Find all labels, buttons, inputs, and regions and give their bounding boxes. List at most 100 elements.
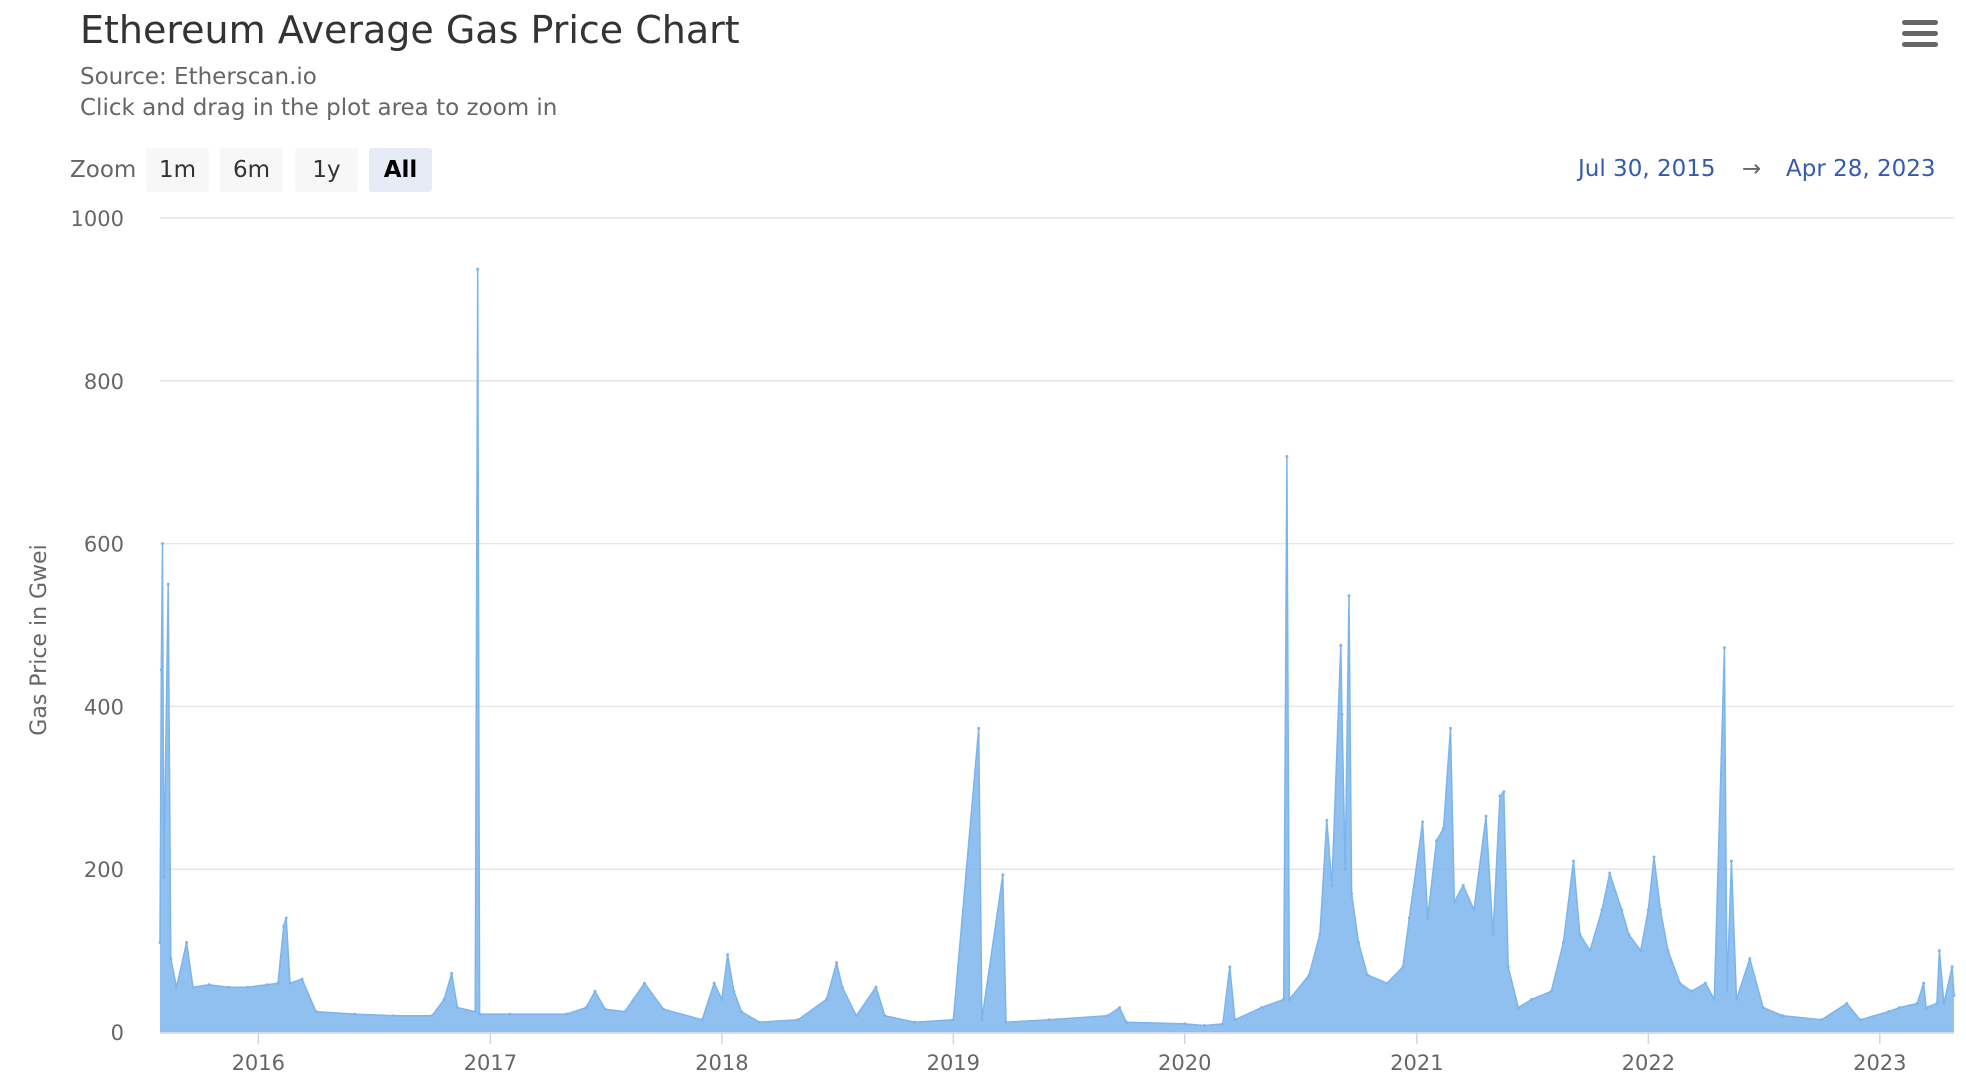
series-line[interactable] bbox=[159, 269, 1955, 1027]
data-point[interactable] bbox=[1325, 818, 1329, 822]
data-point[interactable] bbox=[1722, 646, 1726, 650]
data-point[interactable] bbox=[1260, 1006, 1263, 1010]
zoom-all-button[interactable]: All bbox=[369, 148, 432, 192]
data-point[interactable] bbox=[166, 582, 170, 586]
data-point[interactable] bbox=[1350, 892, 1354, 896]
data-point[interactable] bbox=[508, 1012, 512, 1016]
data-point[interactable] bbox=[796, 1018, 800, 1022]
data-point[interactable] bbox=[1549, 989, 1553, 993]
data-point[interactable] bbox=[757, 1020, 761, 1024]
data-point[interactable] bbox=[1845, 1002, 1849, 1005]
data-point[interactable] bbox=[1725, 989, 1729, 993]
data-point[interactable] bbox=[161, 542, 164, 546]
data-point[interactable] bbox=[1452, 900, 1456, 904]
data-point[interactable] bbox=[1307, 973, 1311, 977]
gas-price-series[interactable] bbox=[158, 267, 1956, 1032]
data-point[interactable] bbox=[662, 1007, 665, 1011]
data-point[interactable] bbox=[1735, 997, 1738, 1001]
data-point[interactable] bbox=[1233, 1018, 1237, 1022]
data-point[interactable] bbox=[1820, 1018, 1823, 1022]
data-point[interactable] bbox=[1703, 981, 1707, 985]
data-point[interactable] bbox=[840, 985, 844, 989]
data-point[interactable] bbox=[1282, 997, 1286, 1001]
data-point[interactable] bbox=[1887, 1010, 1891, 1014]
data-point[interactable] bbox=[720, 997, 724, 1001]
data-point[interactable] bbox=[854, 1014, 858, 1018]
data-point[interactable] bbox=[1183, 1022, 1187, 1026]
data-point[interactable] bbox=[1365, 973, 1369, 977]
data-point[interactable] bbox=[1472, 908, 1476, 912]
data-point[interactable] bbox=[288, 981, 292, 985]
zoom-1y-button[interactable]: 1y bbox=[295, 148, 358, 192]
data-point[interactable] bbox=[1572, 859, 1575, 863]
data-point[interactable] bbox=[1124, 1020, 1128, 1024]
data-point[interactable] bbox=[1484, 814, 1488, 818]
data-point[interactable] bbox=[207, 983, 211, 987]
data-point[interactable] bbox=[1435, 839, 1438, 843]
data-point[interactable] bbox=[162, 875, 166, 879]
data-point[interactable] bbox=[1442, 827, 1445, 830]
data-point[interactable] bbox=[1202, 1024, 1206, 1027]
data-point[interactable] bbox=[1530, 997, 1534, 1001]
data-point[interactable] bbox=[726, 953, 730, 957]
data-point[interactable] bbox=[977, 726, 981, 730]
data-point[interactable] bbox=[227, 985, 230, 989]
data-point[interactable] bbox=[1950, 965, 1954, 969]
data-point[interactable] bbox=[1449, 726, 1452, 730]
data-point[interactable] bbox=[1712, 997, 1716, 1001]
data-point[interactable] bbox=[1600, 908, 1604, 912]
hamburger-menu-icon[interactable] bbox=[1902, 20, 1938, 54]
data-point[interactable] bbox=[1924, 1006, 1928, 1010]
data-point[interactable] bbox=[1221, 1022, 1225, 1026]
data-point[interactable] bbox=[1105, 1014, 1109, 1018]
data-point[interactable] bbox=[1491, 932, 1495, 936]
zoom-1m-button[interactable]: 1m bbox=[146, 148, 209, 192]
data-point[interactable] bbox=[159, 668, 163, 672]
data-point[interactable] bbox=[300, 977, 304, 981]
data-point[interactable] bbox=[1330, 884, 1334, 887]
data-point[interactable] bbox=[1652, 855, 1656, 859]
data-point[interactable] bbox=[1287, 997, 1291, 1001]
data-point[interactable] bbox=[442, 997, 446, 1001]
data-point[interactable] bbox=[430, 1014, 434, 1018]
data-point[interactable] bbox=[1898, 1006, 1901, 1010]
data-point[interactable] bbox=[158, 941, 162, 944]
data-point[interactable] bbox=[1922, 981, 1926, 985]
data-point[interactable] bbox=[473, 1010, 477, 1014]
data-point[interactable] bbox=[1498, 794, 1502, 798]
data-point[interactable] bbox=[1646, 908, 1650, 912]
data-point[interactable] bbox=[1588, 949, 1592, 953]
data-point[interactable] bbox=[478, 1012, 482, 1016]
data-point[interactable] bbox=[314, 1010, 318, 1014]
data-point[interactable] bbox=[1285, 455, 1289, 458]
data-point[interactable] bbox=[1578, 932, 1582, 936]
data-point[interactable] bbox=[593, 989, 597, 993]
data-point[interactable] bbox=[1627, 932, 1631, 936]
data-point[interactable] bbox=[246, 985, 249, 989]
data-point[interactable] bbox=[980, 1018, 984, 1022]
data-point[interactable] bbox=[700, 1018, 704, 1022]
data-point[interactable] bbox=[1461, 884, 1465, 887]
data-point[interactable] bbox=[1426, 916, 1430, 920]
data-point[interactable] bbox=[1608, 871, 1612, 875]
data-point[interactable] bbox=[1639, 949, 1643, 953]
data-point[interactable] bbox=[1357, 941, 1360, 944]
data-point[interactable] bbox=[185, 941, 189, 944]
data-point[interactable] bbox=[1407, 916, 1411, 920]
data-point[interactable] bbox=[584, 1006, 588, 1010]
data-point[interactable] bbox=[712, 981, 716, 985]
data-point[interactable] bbox=[1858, 1018, 1862, 1022]
data-point[interactable] bbox=[1343, 867, 1347, 871]
data-point[interactable] bbox=[1915, 1002, 1919, 1005]
data-point[interactable] bbox=[1761, 1006, 1765, 1010]
data-point[interactable] bbox=[740, 1010, 743, 1014]
data-point[interactable] bbox=[391, 1014, 395, 1018]
data-point[interactable] bbox=[1729, 859, 1733, 863]
data-point[interactable] bbox=[623, 1010, 627, 1014]
data-point[interactable] bbox=[284, 916, 288, 920]
data-point[interactable] bbox=[1658, 908, 1662, 912]
data-point[interactable] bbox=[1678, 981, 1682, 985]
data-point[interactable] bbox=[353, 1012, 357, 1016]
data-point[interactable] bbox=[1339, 643, 1343, 647]
data-point[interactable] bbox=[1748, 957, 1752, 961]
